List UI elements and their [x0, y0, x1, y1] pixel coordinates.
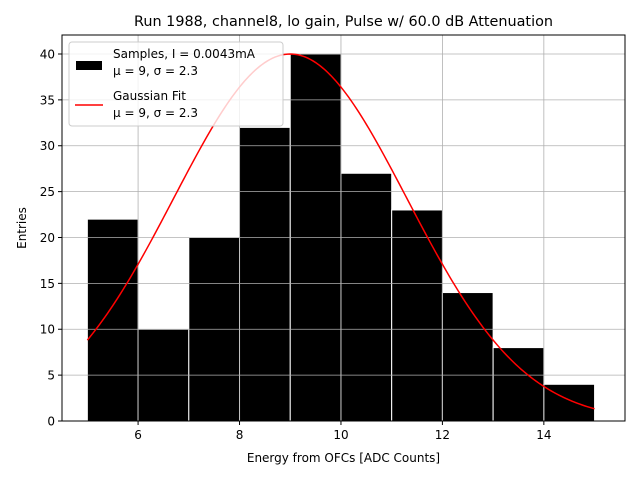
- histogram-bar: [86, 218, 139, 422]
- legend-histogram-stats: μ = 9, σ = 2.3: [113, 64, 198, 78]
- x-tick-label: 8: [236, 428, 244, 442]
- histogram-bar: [391, 209, 443, 422]
- y-tick-label: 30: [40, 139, 55, 153]
- x-tick-label: 12: [435, 428, 450, 442]
- y-tick-label: 40: [40, 47, 55, 61]
- legend-histogram-label: Samples, I = 0.0043mA: [113, 47, 256, 61]
- y-axis-label: Entries: [15, 207, 29, 249]
- histogram-bar: [340, 172, 393, 422]
- legend-fit-label: Gaussian Fit: [113, 89, 186, 103]
- y-tick-label: 15: [40, 277, 55, 291]
- y-tick-label: 0: [47, 415, 55, 429]
- y-tick-label: 20: [40, 231, 55, 245]
- legend-histogram-swatch: [76, 61, 102, 70]
- y-tick-label: 25: [40, 185, 55, 199]
- plot-frame: [61, 34, 626, 422]
- legend-box: [68, 41, 284, 127]
- x-tick-label: 6: [134, 428, 142, 442]
- histogram-bar: [441, 292, 494, 422]
- y-axis-ticks: 0 5 10 15 20 25 30 35 40: [40, 47, 62, 429]
- gaussian-fit-line: [86, 53, 595, 410]
- legend: Samples, I = 0.0043mA μ = 9, σ = 2.3 Gau…: [68, 41, 284, 127]
- chart-title: Run 1988, channel8, lo gain, Pulse w/ 60…: [134, 14, 553, 30]
- y-tick-label: 35: [40, 93, 55, 107]
- x-axis-ticks: 6 8 10 12 14: [134, 421, 551, 442]
- histogram-bar: [492, 347, 545, 422]
- y-tick-label: 10: [40, 323, 55, 337]
- histogram-bar: [239, 126, 291, 422]
- histogram-bar: [543, 383, 596, 422]
- y-tick-label: 5: [47, 369, 55, 383]
- legend-fit-stats: μ = 9, σ = 2.3: [113, 106, 198, 120]
- x-tick-label: 14: [536, 428, 551, 442]
- x-axis-label: Energy from OFCs [ADC Counts]: [247, 451, 440, 465]
- x-tick-label: 10: [333, 428, 348, 442]
